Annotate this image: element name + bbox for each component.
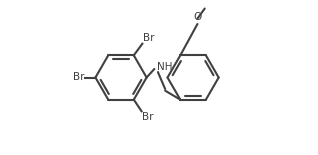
- Text: O: O: [193, 12, 202, 22]
- Text: Br: Br: [142, 112, 154, 122]
- Text: Br: Br: [143, 33, 155, 43]
- Text: NH: NH: [157, 62, 173, 72]
- Text: Br: Br: [73, 73, 85, 82]
